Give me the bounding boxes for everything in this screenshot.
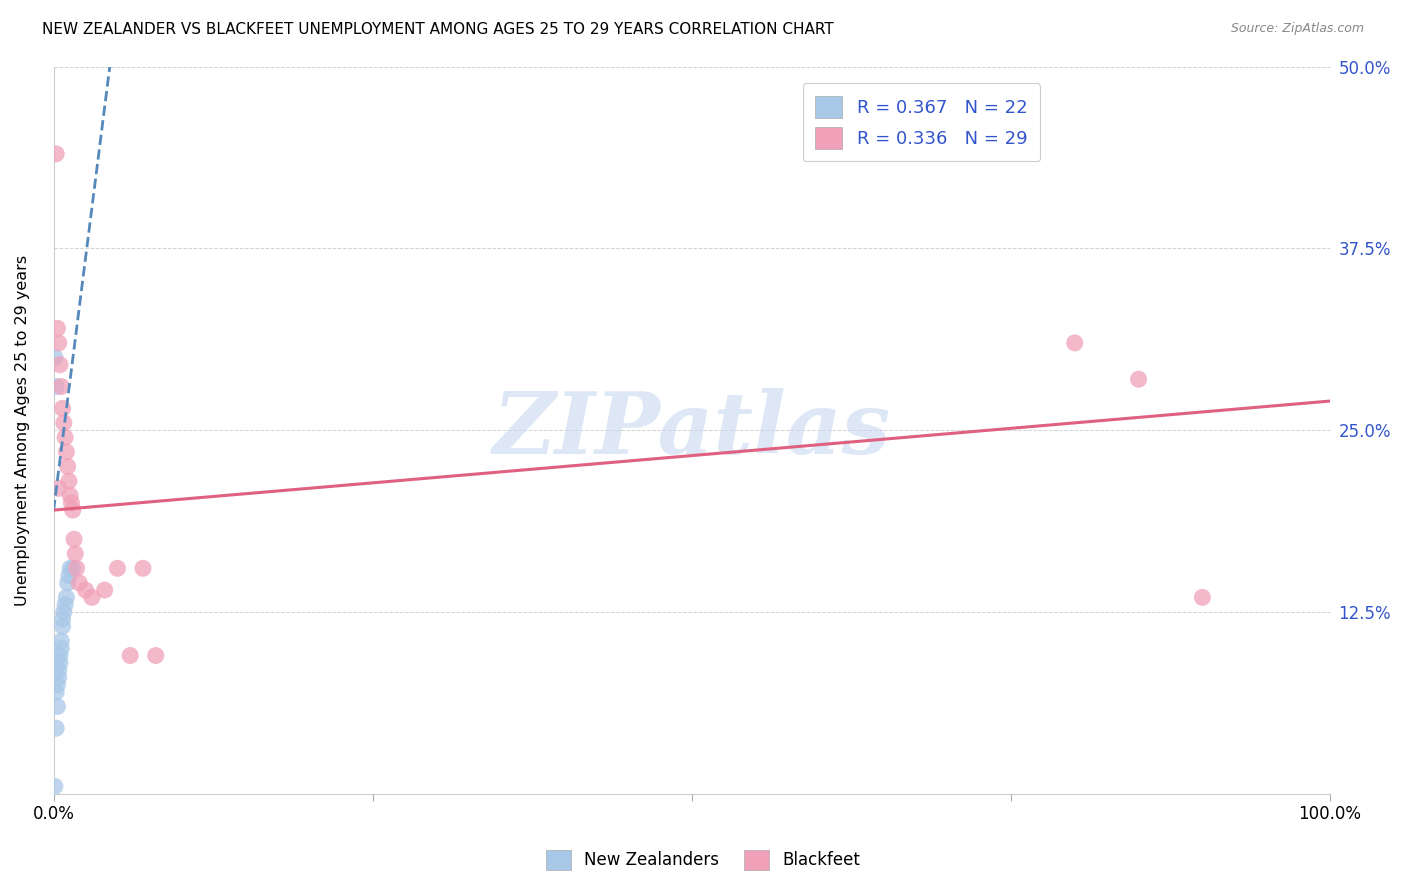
- Point: [93, 583, 115, 598]
- Point: [59, 561, 82, 575]
- Point: [51, 634, 73, 648]
- Point: [46, 699, 69, 714]
- Point: [45, 146, 67, 161]
- Point: [46, 678, 69, 692]
- Point: [107, 561, 129, 575]
- Point: [56, 575, 79, 590]
- Point: [51, 401, 73, 416]
- Point: [65, 561, 87, 575]
- Point: [62, 561, 84, 575]
- Point: [52, 416, 75, 430]
- Point: [51, 379, 73, 393]
- Point: [1191, 591, 1213, 605]
- Point: [132, 561, 155, 575]
- Point: [49, 358, 72, 372]
- Point: [120, 648, 142, 663]
- Point: [48, 335, 70, 350]
- Point: [53, 430, 76, 444]
- Point: [49, 648, 72, 663]
- Legend: New Zealanders, Blackfeet: New Zealanders, Blackfeet: [538, 843, 868, 877]
- Point: [48, 481, 70, 495]
- Point: [1063, 335, 1085, 350]
- Point: [56, 459, 79, 474]
- Point: [75, 583, 97, 598]
- Point: [45, 721, 67, 735]
- Point: [51, 619, 73, 633]
- Point: [52, 605, 75, 619]
- Point: [44, 780, 66, 794]
- Point: [51, 612, 73, 626]
- Point: [49, 656, 72, 670]
- Text: NEW ZEALANDER VS BLACKFEET UNEMPLOYMENT AMONG AGES 25 TO 29 YEARS CORRELATION CH: NEW ZEALANDER VS BLACKFEET UNEMPLOYMENT …: [42, 22, 834, 37]
- Point: [59, 489, 82, 503]
- Point: [53, 598, 76, 612]
- Point: [45, 685, 67, 699]
- Point: [45, 379, 67, 393]
- Text: ZIPatlas: ZIPatlas: [492, 388, 891, 472]
- Point: [145, 648, 167, 663]
- Y-axis label: Unemployment Among Ages 25 to 29 years: Unemployment Among Ages 25 to 29 years: [15, 254, 30, 606]
- Point: [62, 503, 84, 517]
- Point: [48, 663, 70, 677]
- Point: [1128, 372, 1150, 386]
- Point: [58, 568, 80, 582]
- Point: [80, 591, 103, 605]
- Legend: R = 0.367   N = 22, R = 0.336   N = 29: R = 0.367 N = 22, R = 0.336 N = 29: [803, 83, 1040, 161]
- Text: Source: ZipAtlas.com: Source: ZipAtlas.com: [1230, 22, 1364, 36]
- Point: [51, 641, 73, 656]
- Point: [65, 547, 87, 561]
- Point: [55, 591, 77, 605]
- Point: [63, 532, 86, 546]
- Point: [44, 351, 66, 365]
- Point: [55, 445, 77, 459]
- Point: [58, 474, 80, 488]
- Point: [67, 575, 90, 590]
- Point: [46, 321, 69, 335]
- Point: [60, 496, 83, 510]
- Point: [48, 670, 70, 684]
